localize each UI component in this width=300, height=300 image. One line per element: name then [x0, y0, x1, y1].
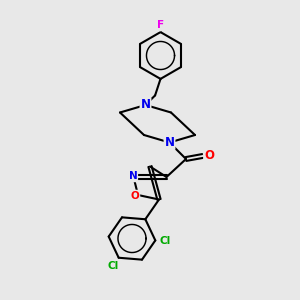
Text: Cl: Cl — [108, 261, 119, 271]
Text: N: N — [140, 98, 151, 112]
Text: O: O — [204, 149, 214, 162]
Text: N: N — [164, 136, 175, 149]
Text: N: N — [128, 171, 137, 182]
Text: Cl: Cl — [159, 236, 170, 246]
Text: O: O — [130, 190, 140, 201]
Text: F: F — [157, 20, 164, 31]
